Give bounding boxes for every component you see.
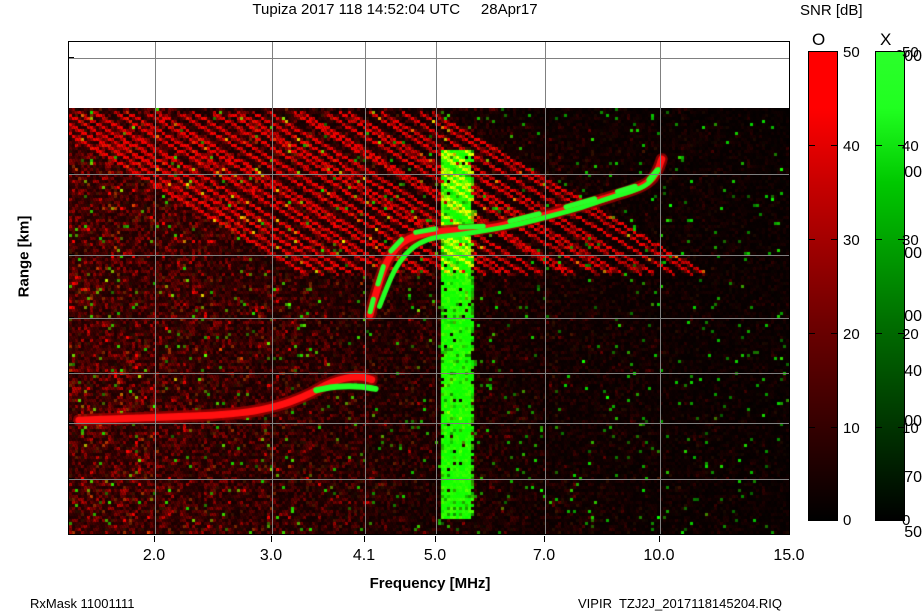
colorbar-x-tick-40: 40 xyxy=(902,138,919,155)
x-tick-10: 10.0 xyxy=(643,547,675,564)
colorbar-o-tick-0: 0 xyxy=(843,512,852,529)
gridline-y-900 xyxy=(69,58,789,59)
colorbar-o-label: O xyxy=(812,30,826,49)
gridline-x-10 xyxy=(660,42,661,534)
y-tickmark-70 xyxy=(68,478,74,479)
gridline-x-3 xyxy=(272,42,273,534)
gridline-y-100 xyxy=(69,423,789,424)
gridline-x-5 xyxy=(436,42,437,534)
x-tickmark-3 xyxy=(271,536,272,542)
colorbar-x-gradient xyxy=(875,51,905,521)
colorbar-x-tick-10: 10 xyxy=(902,420,919,437)
x-tickmark-2 xyxy=(154,536,155,542)
colorbar-x-tickmark-30 xyxy=(875,239,882,240)
colorbar-title: SNR [dB] xyxy=(800,2,863,19)
colorbar-o-tickmark-30b xyxy=(831,239,838,240)
colorbar-o-tickmark-40b xyxy=(831,145,838,146)
x-tickmark-5 xyxy=(435,536,436,542)
x-tickmark-7 xyxy=(544,536,545,542)
colorbar-x-tickmark-40b xyxy=(898,145,905,146)
gridline-y-500 xyxy=(69,174,789,175)
colorbar-x-tickmark-30b xyxy=(898,239,905,240)
x-tick-5: 5.0 xyxy=(423,547,447,564)
rxmask-label: RxMask 11001111 xyxy=(30,596,135,611)
y-tick-50: 50 xyxy=(904,524,922,541)
gridline-x-7 xyxy=(545,42,546,534)
y-tickmark-200 xyxy=(68,317,74,318)
colorbar-o-tickmark-40 xyxy=(808,145,815,146)
x-axis-label: Frequency [MHz] xyxy=(369,575,491,592)
colorbar-o-tick-50: 50 xyxy=(843,44,860,61)
colorbar-o-tickmark-20b xyxy=(831,333,838,334)
colorbar-o-tickmark-10b xyxy=(831,427,838,428)
y-axis-label: Range [km] xyxy=(15,215,33,298)
y-tickmark-300 xyxy=(68,254,74,255)
gridline-y-300 xyxy=(69,255,789,256)
colorbar-o-tick-20: 20 xyxy=(843,326,860,343)
y-tickmark-500 xyxy=(68,173,74,174)
colorbar-x-tickmark-10b xyxy=(898,427,905,428)
colorbar-o-tickmark-30 xyxy=(808,239,815,240)
y-tickmark-140 xyxy=(68,372,74,373)
colorbar-o-tick-40: 40 xyxy=(843,138,860,155)
colorbar-x-tick-50: 50 xyxy=(902,44,919,61)
ionogram-canvas xyxy=(69,108,789,534)
gridline-x-2 xyxy=(155,42,156,534)
x-tickmark-4-1 xyxy=(364,536,365,542)
x-tick-3: 3.0 xyxy=(259,547,283,564)
source-file-label: VIPIR TZJ2J_2017118145204.RIQ xyxy=(578,596,783,611)
colorbar-x-label: X xyxy=(880,30,892,49)
y-tickmark-900 xyxy=(68,57,74,58)
colorbar-x-tickmark-20 xyxy=(875,333,882,334)
plot-clip xyxy=(69,42,789,534)
gridline-x-4_1 xyxy=(365,42,366,534)
colorbar-x-tick-0: 0 xyxy=(902,512,911,529)
x-tickmark-10 xyxy=(659,536,660,542)
gridline-y-70 xyxy=(69,479,789,480)
colorbar-o-tick-10: 10 xyxy=(843,420,860,437)
y-tick-70: 70 xyxy=(904,469,922,486)
colorbar-o-gradient xyxy=(808,51,838,521)
gridline-y-200 xyxy=(69,318,789,319)
colorbar-x-tick-20: 20 xyxy=(902,326,919,343)
ionogram-plot xyxy=(68,41,790,535)
x-tick-7: 7.0 xyxy=(532,547,556,564)
ionogram-raster xyxy=(69,108,789,534)
gridline-y-140 xyxy=(69,373,789,374)
colorbar-o-tickmark-20 xyxy=(808,333,815,334)
colorbar-x-tickmark-40 xyxy=(875,145,882,146)
y-tickmark-100 xyxy=(68,422,74,423)
colorbar-x-tick-30: 30 xyxy=(902,232,919,249)
page-title: Tupiza 2017 118 14:52:04 UTC 28Apr17 xyxy=(252,1,538,18)
colorbar-x-tickmark-20b xyxy=(898,333,905,334)
colorbar-x-tickmark-10 xyxy=(875,427,882,428)
x-tick-15: 15.0 xyxy=(773,547,805,564)
x-tick-2: 2.0 xyxy=(142,547,166,564)
x-tick-4-1: 4.1 xyxy=(352,547,376,564)
colorbar-o-tick-30: 30 xyxy=(843,232,860,249)
colorbar-o-tickmark-10 xyxy=(808,427,815,428)
